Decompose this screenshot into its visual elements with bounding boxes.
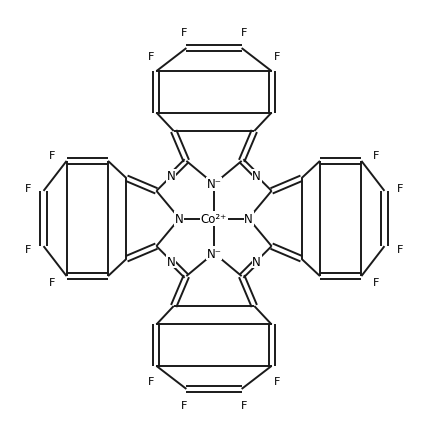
Text: F: F bbox=[373, 151, 380, 161]
Text: N⁻: N⁻ bbox=[206, 247, 222, 260]
Text: F: F bbox=[241, 28, 247, 38]
Text: N: N bbox=[175, 212, 184, 226]
Text: F: F bbox=[181, 400, 187, 410]
Text: F: F bbox=[274, 52, 281, 62]
Text: F: F bbox=[397, 244, 403, 254]
Text: N: N bbox=[244, 212, 253, 226]
Text: F: F bbox=[274, 376, 281, 386]
Text: N: N bbox=[167, 255, 176, 268]
Text: N⁻: N⁻ bbox=[206, 178, 222, 191]
Text: F: F bbox=[25, 244, 31, 254]
Text: N: N bbox=[252, 255, 261, 268]
Text: F: F bbox=[147, 376, 154, 386]
Text: Co²⁺: Co²⁺ bbox=[201, 212, 227, 226]
Text: F: F bbox=[181, 28, 187, 38]
Text: F: F bbox=[147, 52, 154, 62]
Text: F: F bbox=[397, 184, 403, 194]
Text: F: F bbox=[48, 277, 55, 287]
Text: F: F bbox=[241, 400, 247, 410]
Text: F: F bbox=[373, 277, 380, 287]
Text: F: F bbox=[25, 184, 31, 194]
Text: F: F bbox=[48, 151, 55, 161]
Text: N: N bbox=[252, 170, 261, 183]
Text: N: N bbox=[167, 170, 176, 183]
